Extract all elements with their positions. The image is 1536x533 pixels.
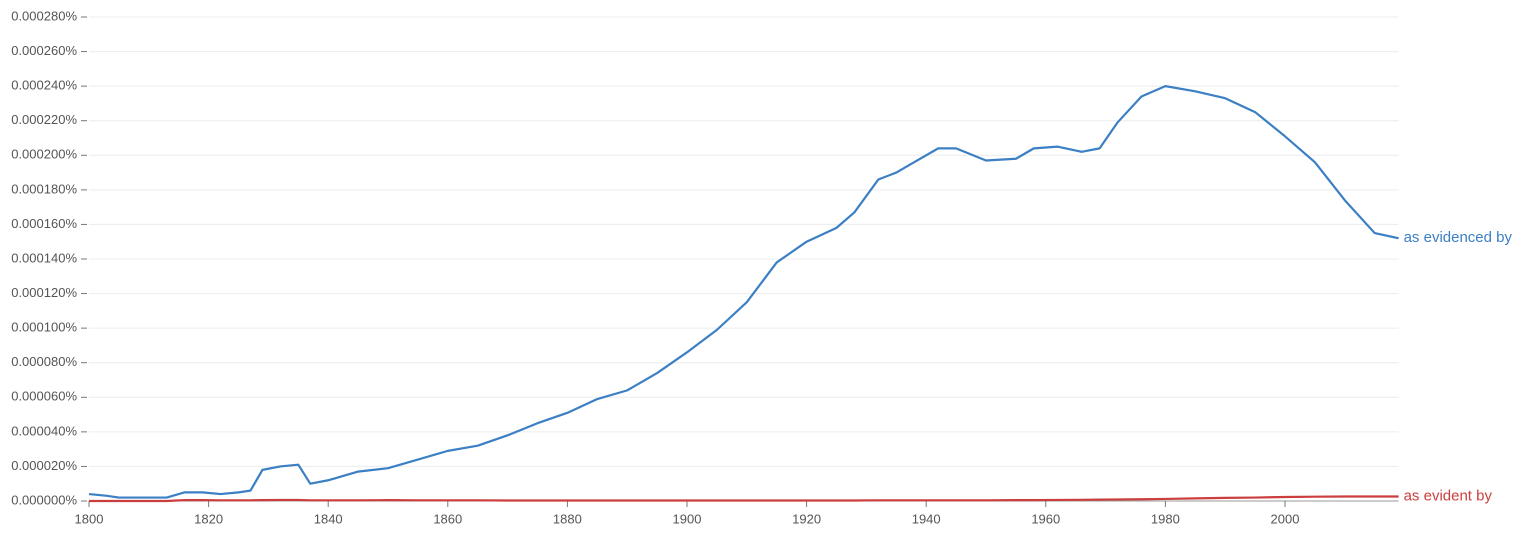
y-tick-label: 0.000000% bbox=[11, 492, 77, 507]
x-tick-label: 1860 bbox=[433, 511, 462, 526]
y-tick-label: 0.000280% bbox=[11, 8, 77, 23]
series-label: as evidenced by bbox=[1404, 229, 1513, 246]
y-tick-label: 0.000120% bbox=[11, 285, 77, 300]
x-tick-label: 1840 bbox=[314, 511, 343, 526]
x-tick-label: 1800 bbox=[75, 511, 104, 526]
x-tick-label: 1920 bbox=[792, 511, 821, 526]
y-tick-label: 0.000060% bbox=[11, 389, 77, 404]
series-label: as evident by bbox=[1404, 487, 1493, 504]
x-tick-label: 1980 bbox=[1151, 511, 1180, 526]
y-tick-label: 0.000220% bbox=[11, 112, 77, 127]
x-tick-label: 1820 bbox=[194, 511, 223, 526]
y-tick-label: 0.000200% bbox=[11, 147, 77, 162]
x-tick-label: 1960 bbox=[1031, 511, 1060, 526]
x-tick-label: 1900 bbox=[673, 511, 702, 526]
y-tick-label: 0.000140% bbox=[11, 250, 77, 265]
y-tick-label: 0.000100% bbox=[11, 320, 77, 335]
x-tick-label: 1940 bbox=[912, 511, 941, 526]
y-tick-label: 0.000260% bbox=[11, 43, 77, 58]
y-tick-label: 0.000160% bbox=[11, 216, 77, 231]
series-line bbox=[88, 85, 1399, 499]
x-tick-label: 2000 bbox=[1271, 511, 1300, 526]
y-tick-label: 0.000080% bbox=[11, 354, 77, 369]
y-tick-label: 0.000040% bbox=[11, 423, 77, 438]
y-tick-label: 0.000020% bbox=[11, 458, 77, 473]
series-line bbox=[89, 495, 1399, 503]
y-tick-label: 0.000240% bbox=[11, 78, 77, 93]
y-tick-label: 0.000180% bbox=[11, 181, 77, 196]
x-tick-label: 1880 bbox=[553, 511, 582, 526]
